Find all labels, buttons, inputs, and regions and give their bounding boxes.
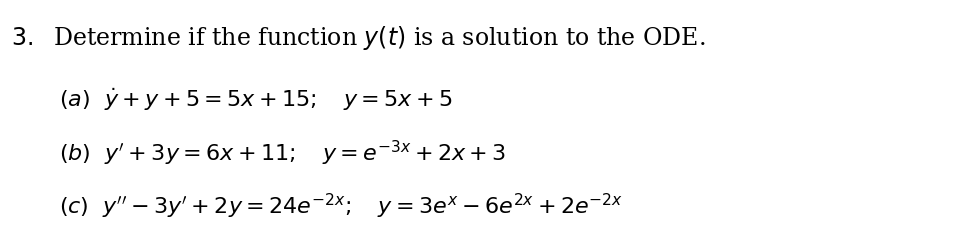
Text: $(b)$  $y^{\prime}+3y=6x+11;\quad y=e^{-3x}+2x+3$: $(b)$ $y^{\prime}+3y=6x+11;\quad y=e^{-3… — [58, 139, 506, 168]
Text: $(a)$  $\dot{y}+y+5=5x+15;\quad y=5x+5$: $(a)$ $\dot{y}+y+5=5x+15;\quad y=5x+5$ — [58, 86, 452, 113]
Text: $3.$  Determine if the function $y(t)$ is a solution to the ODE.: $3.$ Determine if the function $y(t)$ is… — [11, 24, 706, 52]
Text: $(c)$  $y^{\prime\prime}-3y^{\prime}+2y=24e^{-2x};\quad y=3e^{x}-6e^{2x}+2e^{-2x: $(c)$ $y^{\prime\prime}-3y^{\prime}+2y=2… — [58, 192, 623, 221]
